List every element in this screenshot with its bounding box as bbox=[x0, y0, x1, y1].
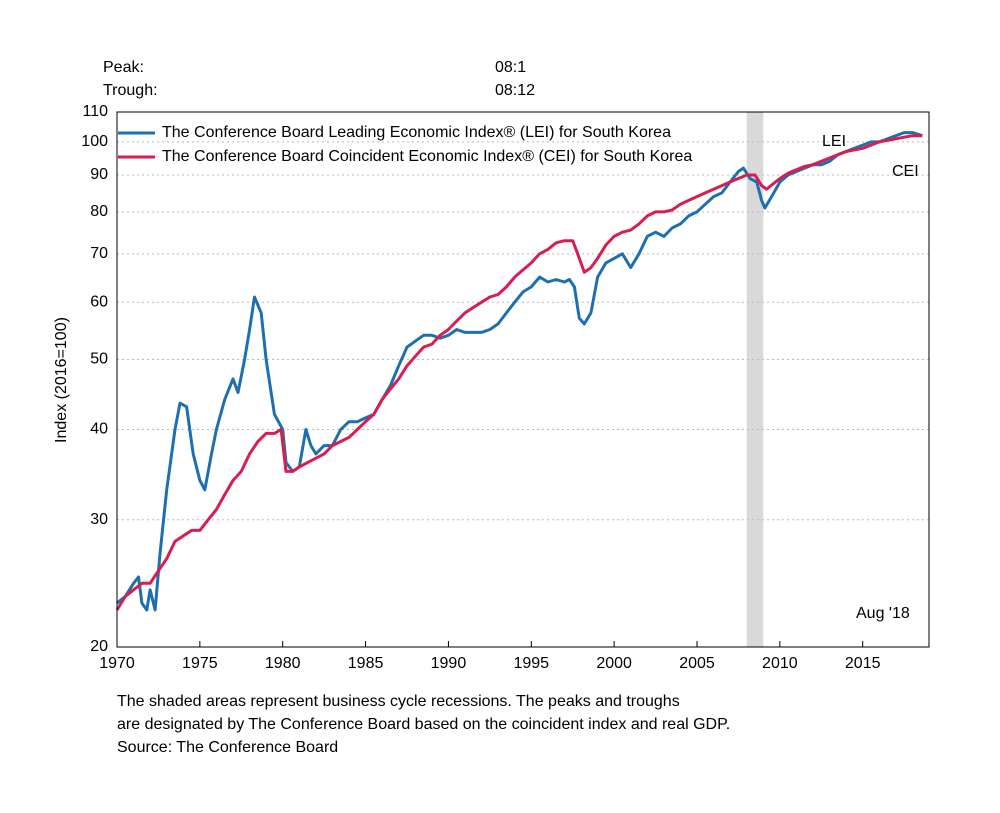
series-label: LEI bbox=[822, 133, 846, 150]
x-tick-label: 2000 bbox=[596, 655, 632, 672]
y-tick-label: 60 bbox=[90, 293, 108, 310]
x-tick-label: 2005 bbox=[679, 655, 715, 672]
plot-frame bbox=[116, 111, 930, 648]
trough-value: 08:12 bbox=[495, 82, 535, 99]
x-tick-label: 2010 bbox=[762, 655, 798, 672]
y-tick-label: 70 bbox=[90, 245, 108, 262]
x-tick-label: 2015 bbox=[845, 655, 881, 672]
trough-label: Trough: bbox=[103, 82, 158, 99]
y-tick-label: 30 bbox=[90, 511, 108, 528]
y-tick-label: 20 bbox=[90, 638, 108, 655]
y-tick-label: 90 bbox=[90, 166, 108, 183]
y-tick-label: 110 bbox=[82, 103, 108, 120]
y-tick-label: 80 bbox=[90, 203, 108, 220]
y-tick-label: 40 bbox=[90, 421, 108, 438]
data-line bbox=[116, 131, 923, 612]
date-note: Aug '18 bbox=[856, 605, 910, 622]
y-tick-label: 100 bbox=[81, 133, 108, 150]
x-tick-label: 1985 bbox=[348, 655, 384, 672]
x-tick-label: 1990 bbox=[431, 655, 467, 672]
series-label: CEI bbox=[892, 163, 919, 180]
x-tick-label: 1995 bbox=[513, 655, 549, 672]
footnote: are designated by The Conference Board b… bbox=[117, 716, 730, 733]
x-tick-label: 1980 bbox=[265, 655, 301, 672]
recession-band bbox=[746, 112, 764, 647]
y-axis-label: Index (2016=100) bbox=[53, 317, 70, 443]
legend-label: The Conference Board Leading Economic In… bbox=[162, 124, 671, 141]
data-line bbox=[115, 134, 923, 611]
x-tick-label: 1975 bbox=[182, 655, 218, 672]
peak-label: Peak: bbox=[103, 59, 144, 76]
x-tick-label: 1970 bbox=[99, 655, 135, 672]
legend-label: The Conference Board Coincident Economic… bbox=[162, 148, 692, 165]
y-tick-label: 50 bbox=[90, 351, 108, 368]
footnote: The shaded areas represent business cycl… bbox=[117, 693, 680, 710]
peak-value: 08:1 bbox=[495, 59, 526, 76]
footnote: Source: The Conference Board bbox=[117, 739, 338, 756]
